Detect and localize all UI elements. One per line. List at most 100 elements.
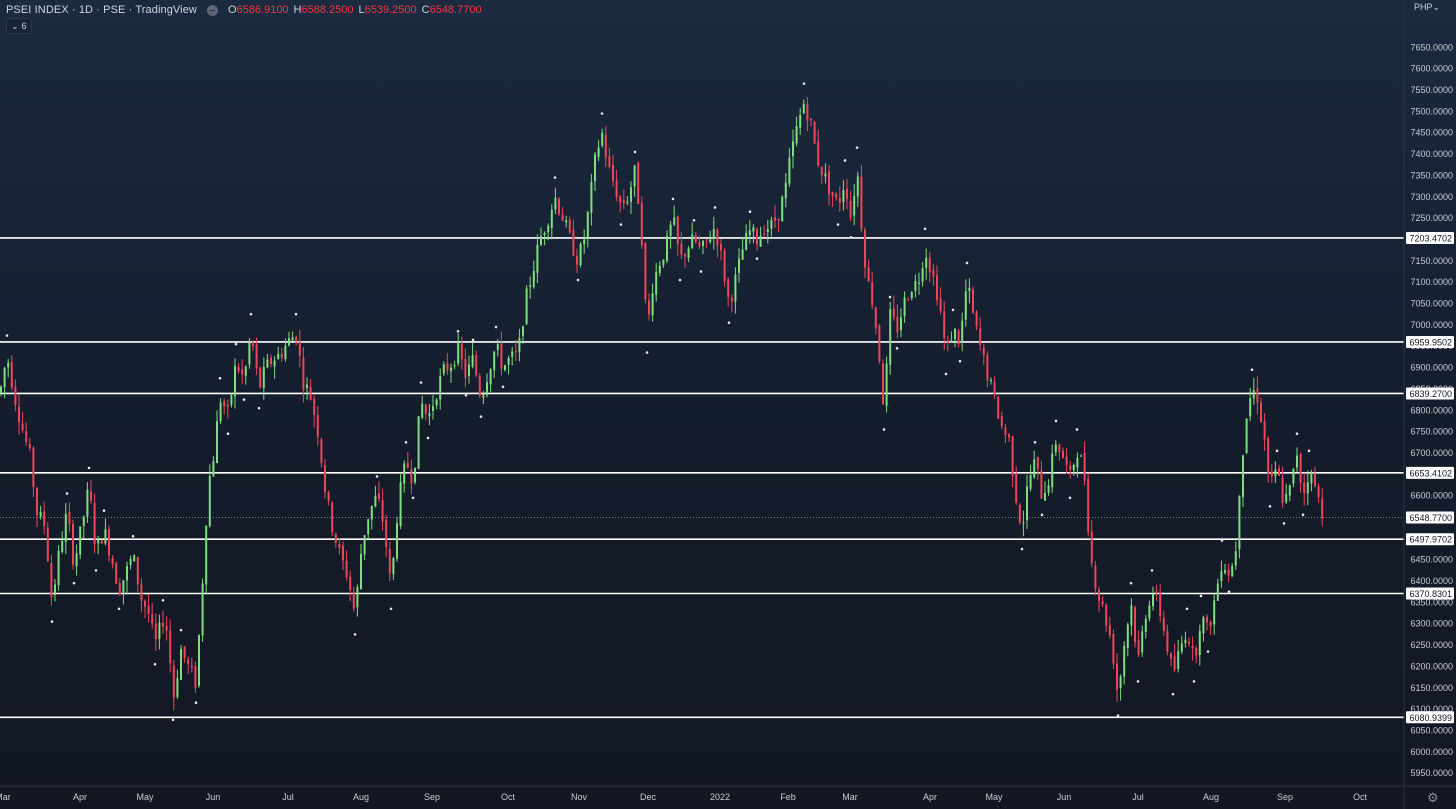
indicators-collapse-button[interactable]: ⌄ 6 xyxy=(6,18,32,34)
candle-body xyxy=(993,381,996,395)
candle-body xyxy=(813,122,816,144)
candle-body xyxy=(1267,437,1270,474)
candle-body xyxy=(716,229,719,246)
y-tick-label: 7650.0000 xyxy=(1410,42,1453,52)
candle-body xyxy=(568,219,571,233)
candle-body xyxy=(651,293,654,316)
candle-body xyxy=(381,500,384,522)
candle-body xyxy=(226,404,229,407)
swing-high-marker xyxy=(951,308,955,312)
candle-body xyxy=(1098,589,1100,601)
level-label-box xyxy=(1406,231,1454,244)
candle-body xyxy=(975,311,978,327)
candle-body xyxy=(964,291,967,320)
candle-body xyxy=(684,254,686,257)
candle-body xyxy=(658,265,661,274)
candle-body xyxy=(633,165,636,187)
candle-body xyxy=(1083,453,1086,481)
candle-body xyxy=(399,482,402,526)
candle-body xyxy=(68,511,71,525)
candle-body xyxy=(1274,469,1277,477)
swing-high-marker xyxy=(1220,539,1224,542)
x-tick-label: Jun xyxy=(206,792,221,802)
swing-high-marker xyxy=(404,440,408,444)
swing-high-marker xyxy=(1307,449,1311,453)
candle-body xyxy=(1292,468,1295,484)
candle-body xyxy=(885,363,888,406)
swing-low-marker xyxy=(699,270,703,273)
candle-body xyxy=(712,228,715,239)
candle-body xyxy=(1076,457,1079,468)
candle-body xyxy=(457,342,460,364)
candle-body xyxy=(770,220,773,229)
y-tick-label: 6350.0000 xyxy=(1410,597,1453,607)
hide-icon[interactable] xyxy=(206,4,218,16)
candle-body xyxy=(896,316,899,333)
candle-body xyxy=(25,430,28,443)
candle-body xyxy=(1000,416,1003,427)
swing-high-marker xyxy=(843,159,847,162)
swing-low-marker xyxy=(171,718,175,722)
candle-body xyxy=(878,325,881,362)
symbol-title: PSEI INDEX · 1D · PSE · TradingView xyxy=(6,4,197,16)
candle-body xyxy=(1094,565,1097,589)
symbol-legend[interactable]: PSEI INDEX · 1D · PSE · TradingView O 658… xyxy=(6,3,485,17)
x-tick-label: May xyxy=(985,792,1003,802)
candle-body xyxy=(640,202,643,246)
level-label: 6080.9399 xyxy=(1409,713,1452,723)
candle-body xyxy=(1317,486,1320,497)
candle-body xyxy=(972,289,974,313)
candle-body xyxy=(252,341,254,347)
candle-body xyxy=(136,556,139,585)
candle-body xyxy=(1249,398,1252,417)
candle-body xyxy=(115,563,118,584)
swing-high-marker xyxy=(713,206,717,209)
candle-body xyxy=(144,600,146,607)
candle-body xyxy=(594,154,596,182)
candle-body xyxy=(820,166,823,176)
swing-high-marker xyxy=(419,381,423,384)
candle-body xyxy=(61,540,64,553)
x-tick-label: Apr xyxy=(923,792,937,802)
candle-body xyxy=(111,557,114,565)
candle-body xyxy=(216,421,218,463)
swing-low-marker xyxy=(257,406,261,410)
currency-selector[interactable]: PHP⌄ xyxy=(1414,2,1440,13)
candle-body xyxy=(1011,436,1014,476)
gear-icon[interactable]: ⚙ xyxy=(1427,790,1439,805)
candle-body xyxy=(1252,390,1255,399)
candle-body xyxy=(334,533,337,543)
candle-body xyxy=(860,176,863,230)
candle-body xyxy=(986,354,989,381)
candle-body xyxy=(1177,651,1180,669)
low-key: L xyxy=(358,4,365,16)
y-tick-label: 6200.0000 xyxy=(1410,661,1453,671)
candle-body xyxy=(727,279,730,297)
swing-high-marker xyxy=(553,176,557,179)
candle-body xyxy=(889,309,892,366)
candle-body xyxy=(1033,459,1036,478)
candle-body xyxy=(788,157,791,184)
swing-low-marker xyxy=(882,428,886,431)
candle-body xyxy=(460,343,463,360)
swing-high-marker xyxy=(855,146,859,149)
candle-body xyxy=(1080,455,1082,457)
candle-body xyxy=(853,195,856,216)
swing-low-marker xyxy=(72,581,76,585)
candle-body xyxy=(288,338,290,346)
candle-body xyxy=(104,529,107,544)
candle-body xyxy=(7,362,10,368)
candle-body xyxy=(1116,663,1118,690)
candle-body xyxy=(291,337,294,341)
swing-low-marker xyxy=(226,432,230,436)
candle-body xyxy=(939,298,942,312)
swing-low-marker xyxy=(1206,650,1210,653)
candle-body xyxy=(345,560,348,578)
candle-body xyxy=(795,126,798,144)
candle-body xyxy=(367,519,370,535)
candle-body xyxy=(1180,643,1183,652)
candle-body xyxy=(1047,485,1050,493)
candle-body xyxy=(82,516,85,526)
candle-body xyxy=(921,268,924,282)
